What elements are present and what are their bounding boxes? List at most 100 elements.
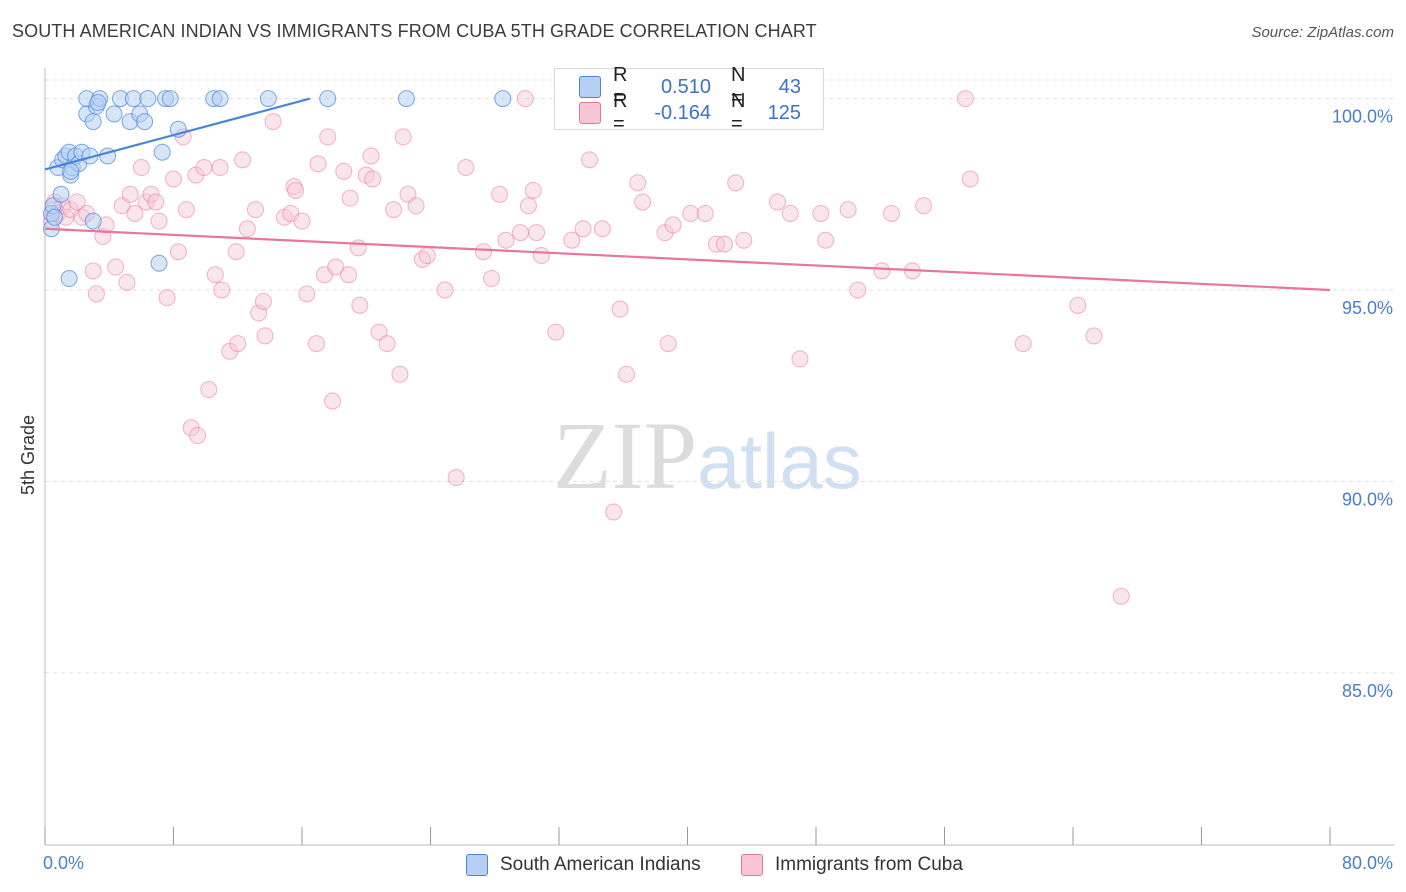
cuba-point — [457, 159, 475, 177]
cuba-point — [385, 201, 403, 219]
cuba-point — [1085, 327, 1103, 345]
trend-lines — [44, 97, 1331, 292]
cuba-point — [324, 392, 342, 410]
y-tick-label: 85.0% — [1342, 681, 1393, 701]
cuba-point — [1014, 335, 1032, 353]
cuba-point — [341, 189, 359, 207]
gridlines — [45, 79, 1395, 674]
cuba-point — [497, 231, 515, 249]
cuba-point — [264, 113, 282, 131]
cuba-point — [234, 151, 252, 169]
cuba-point — [768, 193, 786, 211]
cuba-point — [200, 381, 218, 399]
south-american-indian-point — [259, 90, 277, 108]
cuba-point — [839, 201, 857, 219]
south-american-indian-point — [211, 90, 229, 108]
cuba-point — [158, 289, 176, 307]
tick-labels: 100.0% 95.0% 90.0% 85.0% 0.0% 80.0% — [43, 107, 1393, 873]
south-american-indian-point — [319, 90, 337, 108]
y-axis-title: 5th Grade — [18, 415, 38, 495]
cuba-point — [781, 204, 799, 222]
cuba-point — [547, 323, 565, 341]
cuba-point — [391, 365, 409, 383]
cuba-point — [581, 151, 599, 169]
x-tick-label: 0.0% — [43, 853, 84, 873]
cuba-point — [682, 204, 700, 222]
cuba-point — [436, 281, 454, 299]
legend-swatch-blue — [466, 854, 488, 876]
legend-swatch-blue — [579, 76, 601, 98]
cuba-point — [574, 220, 592, 238]
south-american-indian-point — [62, 162, 80, 180]
legend-row-south-american-indians: R = 0.510 N = 43 — [579, 64, 801, 109]
cuba-point — [611, 300, 629, 318]
chart-title: SOUTH AMERICAN INDIAN VS IMMIGRANTS FROM… — [12, 21, 817, 41]
cuba-point — [629, 174, 647, 192]
bottom-legend-south-american-indians[interactable]: South American Indians — [466, 852, 701, 878]
cuba-point — [1069, 296, 1087, 314]
x-tick-label: 80.0% — [1342, 853, 1393, 873]
cuba-point — [340, 266, 358, 284]
watermark-atlas: atlas — [697, 417, 862, 505]
correlation-legend: R = 0.510 N = 43 R = -0.164 N = 125 — [554, 64, 824, 135]
watermark: ZIPatlas — [553, 400, 862, 511]
cuba-point — [254, 292, 272, 310]
y-tick-label: 100.0% — [1332, 107, 1393, 127]
cuba-point — [287, 181, 305, 199]
cuba-point — [68, 193, 86, 211]
cuba-point — [327, 258, 345, 276]
cuba-point — [165, 170, 182, 188]
cuba-point — [206, 266, 224, 284]
cuba-point — [873, 262, 891, 280]
source-label: Source: ZipAtlas.com — [1251, 24, 1394, 41]
series-cuba-points — [42, 90, 1130, 605]
cuba-point — [664, 216, 682, 234]
legend-n-label: N = — [731, 90, 746, 135]
y-tick-label: 90.0% — [1342, 489, 1393, 509]
cuba-point — [126, 204, 144, 222]
cuba-point — [511, 224, 529, 242]
cuba-point — [87, 285, 105, 303]
legend-n-value: 43 — [778, 75, 801, 98]
legend-r-label: R = — [613, 64, 628, 109]
south-american-indian-point — [52, 185, 70, 203]
legend-n-value: 125 — [767, 101, 801, 124]
cuba-point — [293, 212, 311, 230]
cuba-point — [307, 335, 325, 353]
south-american-indian-point — [494, 90, 512, 108]
cuba-point — [394, 128, 412, 146]
south-american-indian-point — [161, 90, 179, 108]
south-american-indian-point — [84, 212, 102, 230]
cuba-point — [378, 335, 396, 353]
cuba-point — [617, 365, 635, 383]
legend-r-value: -0.164 — [654, 101, 711, 124]
cuba-point — [238, 220, 256, 238]
cuba-point — [213, 281, 231, 299]
south-american-indian-point — [397, 90, 415, 108]
south-american-indian-point — [153, 143, 171, 161]
cuba-point — [132, 159, 150, 177]
cuba-point — [812, 204, 830, 222]
south-american-indian-point — [46, 208, 64, 226]
axes — [44, 68, 1395, 846]
legend-swatch-pink — [579, 102, 601, 124]
bottom-legend-immigrants-from-cuba[interactable]: Immigrants from Cuba — [741, 852, 963, 878]
trend-line-immigrants-from-cuba — [44, 227, 1331, 292]
cuba-point — [121, 185, 139, 203]
cuba-point — [516, 90, 534, 108]
cuba-point — [169, 243, 187, 261]
cuba-point — [634, 193, 652, 211]
cuba-point — [882, 204, 900, 222]
legend-label: South American Indians — [500, 854, 701, 875]
cuba-point — [351, 296, 369, 314]
legend-swatch-pink — [741, 854, 763, 876]
cuba-point — [447, 469, 465, 487]
cuba-point — [256, 327, 274, 345]
cuba-point — [817, 231, 835, 249]
cuba-point — [715, 235, 733, 253]
south-american-indian-point — [84, 113, 102, 131]
y-tick-label: 95.0% — [1342, 298, 1393, 318]
cuba-point — [791, 350, 809, 368]
cuba-point — [211, 159, 229, 177]
